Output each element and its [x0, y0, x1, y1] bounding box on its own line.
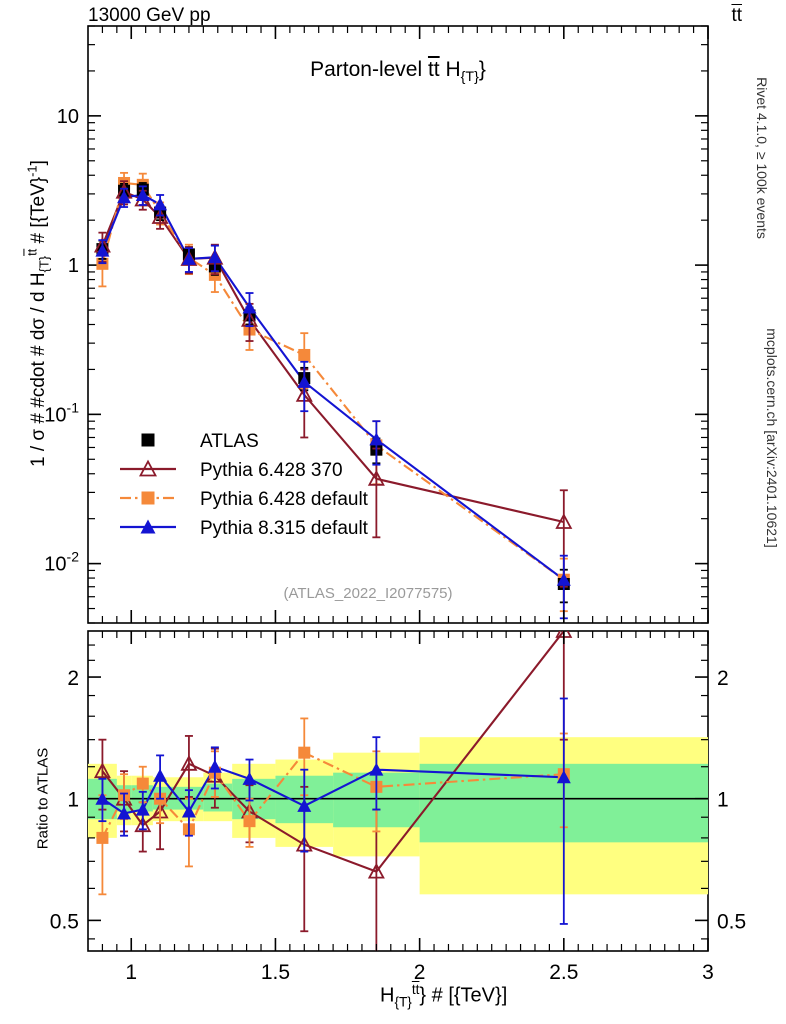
legend-label-2: Pythia 6.428 default [200, 489, 369, 510]
tick-labels: 10 1 10-1 10-2 1 1.5 2 2.5 3 2 2 1 1 0.5 0.5 [44, 106, 746, 984]
uncertainty-bands [88, 737, 708, 895]
main-axis-ticks [88, 25, 708, 624]
ratio-data-group [93, 631, 573, 951]
svg-text:10-2: 10-2 [44, 549, 79, 576]
analysis-id-watermark: (ATLAS_2022_I2077575) [283, 585, 453, 602]
plot-title: Parton-level tt H{T}} [310, 58, 486, 86]
beam-energy-label: 13000 GeV pp [88, 5, 211, 26]
svg-text:2: 2 [414, 961, 426, 984]
x-axis-label: H{T}tt} # [{TeV}] [380, 982, 508, 1010]
legend-label-0: ATLAS [200, 431, 259, 452]
svg-text:1: 1 [67, 789, 79, 812]
legend-label-1: Pythia 6.428 370 [200, 460, 343, 481]
svg-text:0.5: 0.5 [50, 910, 79, 933]
svg-text:1: 1 [125, 961, 137, 984]
legend-label-3: Pythia 8.315 default [200, 518, 369, 539]
process-label: tt [731, 5, 742, 26]
svg-text:1: 1 [717, 789, 729, 812]
svg-text:0.5: 0.5 [717, 910, 746, 933]
svg-text:10: 10 [57, 106, 79, 128]
svg-text:1: 1 [68, 255, 79, 277]
svg-text:2: 2 [67, 667, 79, 690]
main-panel-frame [87, 25, 709, 624]
svg-text:3: 3 [702, 961, 714, 984]
legend: ATLAS Pythia 6.428 370 Pythia 6.428 defaul… [120, 431, 369, 539]
svg-text:2.5: 2.5 [549, 961, 578, 984]
x-axis-ticks [101, 26, 709, 951]
main-data-group [93, 171, 573, 620]
svg-text:1.5: 1.5 [261, 961, 290, 984]
svg-text:2: 2 [717, 667, 729, 690]
svg-text:10-1: 10-1 [44, 399, 79, 426]
